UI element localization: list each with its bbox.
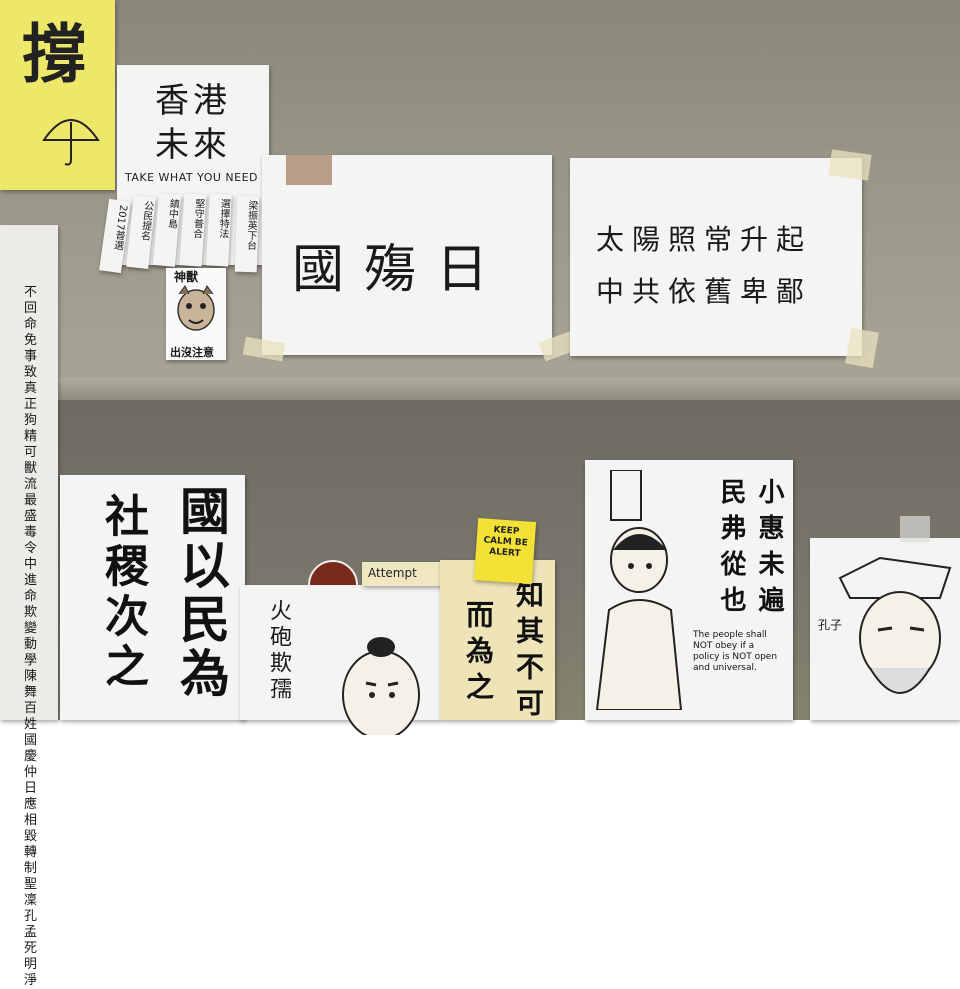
cartoon-poster-middle: 知其不可 而為之	[440, 560, 555, 724]
take-sign-tagline: TAKE WHAT YOU NEED	[125, 171, 259, 184]
scholar-illustration-icon	[595, 470, 683, 710]
take-sign-line-2: 未來	[155, 117, 231, 166]
notice-1-text: 國殤日	[292, 240, 509, 300]
tear-strip[interactable]: 選擇特法	[206, 193, 232, 267]
cartoon-right-col-2: 民弗從也	[716, 478, 746, 622]
keep-calm-text: KEEP CALM BE ALERT	[483, 525, 529, 560]
cartoon-right-caption: The people shall NOT obey if a policy is…	[693, 630, 778, 673]
sticker-bottom-text: 出沒注意	[170, 346, 214, 359]
cartoon-far-right-label: 孔子	[818, 618, 843, 632]
cartoon-middle-col-1: 知其不可	[512, 580, 545, 724]
tape-strip	[286, 155, 332, 185]
calligraphy-poster: 國以民為 社稷次之	[60, 475, 245, 720]
notice-national-mourning: 國殤日	[262, 155, 552, 355]
left-column-text: 不回命免事致真正狗精可獸流最盛毒令中進命欺變動學陳舞百姓國慶仲日應相毀轉制聖凜孔…	[24, 285, 38, 988]
face-illustration-icon	[342, 637, 420, 735]
attempt-label: Attempt	[362, 562, 442, 586]
cartoon-poster-far-right: 孔子	[810, 538, 960, 720]
cartoon-middle-col-2: 而為之	[462, 600, 495, 708]
take-sign-title-1: 香港	[155, 81, 231, 121]
wall-ledge	[0, 378, 960, 400]
tear-strip[interactable]: 梁振英下台	[234, 195, 260, 273]
cartoon-right-col-1: 小惠未遍	[754, 478, 784, 622]
keep-calm-note: KEEP CALM BE ALERT	[473, 518, 537, 584]
umbrella-icon	[42, 119, 100, 166]
cartoon-poster-right: 小惠未遍 民弗從也 The people shall NOT obey if a…	[585, 460, 793, 720]
sticker-top-text: 神獸	[174, 270, 199, 284]
cartoon-poster-small: 火砲欺孺	[240, 585, 440, 735]
sticker-beast: 神獸 出沒注意	[166, 268, 226, 360]
take-sign-line-1: 香港	[155, 73, 231, 122]
calligraphy-col-2: 國以民為	[172, 485, 231, 701]
scholar-illustration-icon	[838, 556, 952, 694]
notice-2-line-1: 太陽照常升起	[596, 223, 813, 256]
tear-strip[interactable]: 公民提名	[126, 195, 156, 269]
notice-2-line-2: 中共依舊卑鄙	[596, 275, 813, 308]
notice-sun-rises: 太陽照常升起 中共依舊卑鄙	[570, 158, 862, 356]
tear-strip[interactable]: 鎮中島	[152, 193, 182, 267]
yellow-poster-glyph: 撐	[11, 20, 85, 84]
calligraphy-col-1: 社稷次之	[97, 493, 148, 693]
face-illustration-icon	[177, 285, 215, 331]
left-column-poster: 不回命免事致真正狗精可獸流最盛毒令中進命欺變動學陳舞百姓國慶仲日應相毀轉制聖凜孔…	[0, 225, 58, 988]
attempt-label-text: Attempt	[368, 566, 417, 580]
tape-strip	[900, 516, 930, 542]
tape-strip	[828, 149, 872, 181]
cartoon-small-col: 火砲欺孺	[266, 599, 291, 703]
yellow-poster-top-left: 撐	[0, 0, 115, 190]
tear-strip[interactable]: 堅守普合	[179, 193, 207, 267]
take-sign-title-2: 未來	[155, 125, 231, 165]
tear-off-strips: 2017普選 公民提名 鎮中島 堅守普合 選擇特法 梁振英下台	[99, 192, 264, 274]
